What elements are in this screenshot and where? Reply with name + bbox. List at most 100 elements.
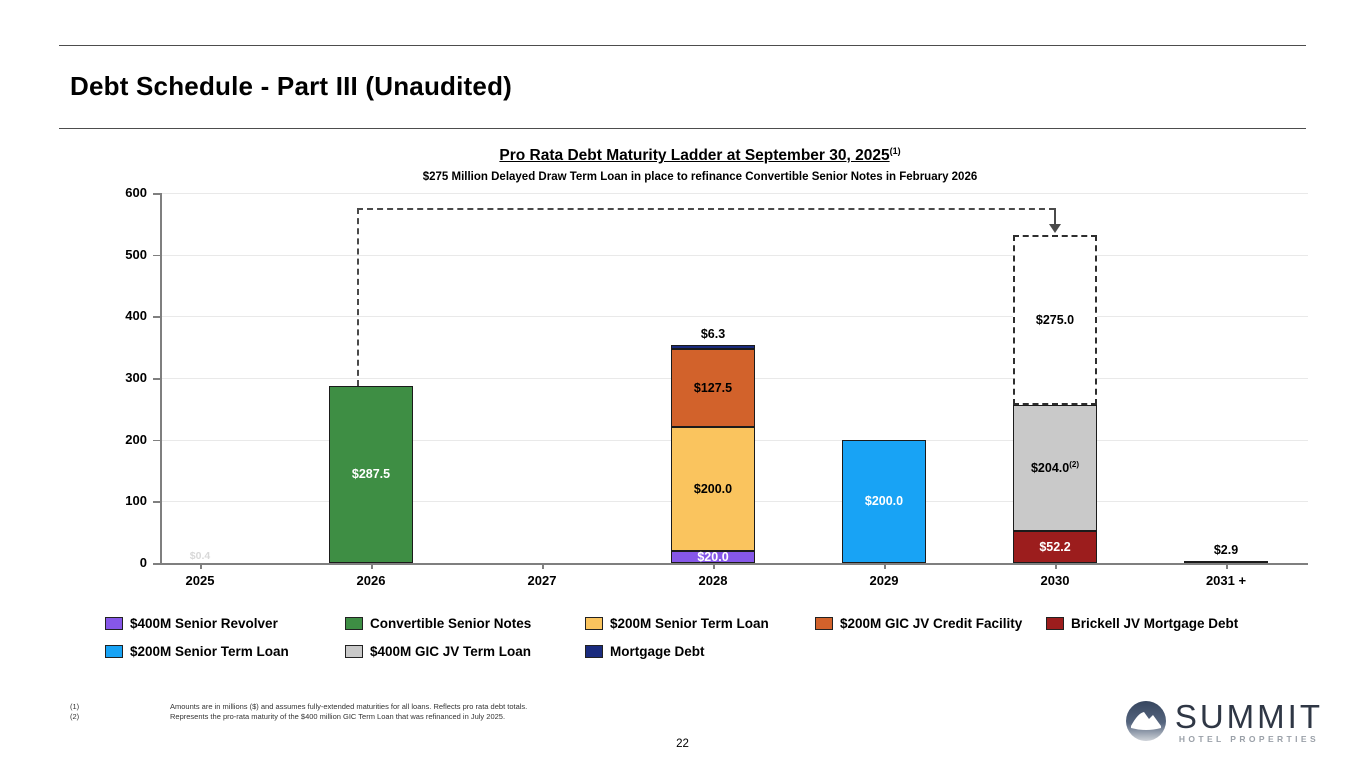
top-divider [59,45,1306,46]
x-axis-label: 2027 [527,573,557,588]
footnote-marker: (2) [70,712,80,721]
logo-name: SUMMIT [1174,698,1323,735]
x-axis-tick [1226,563,1228,569]
connector-arrow-shaft [1054,208,1056,225]
footnote-ref-1: (1) [889,146,901,156]
bar-segment-label: $200.0 [693,481,733,496]
bar-segment [1184,561,1268,564]
footnote-ref-2: (2) [1069,459,1079,469]
legend-item: $200M GIC JV Credit Facility [815,616,1022,631]
y-axis-label: 100 [125,493,147,509]
bar-segment-label: $127.5 [693,381,733,396]
x-axis-tick [1055,563,1057,569]
arrow-down-icon [1049,224,1061,234]
legend-item: $400M Senior Revolver [105,616,278,631]
bar-segment-label: $52.2 [1039,539,1071,554]
legend-swatch [1046,617,1064,630]
legend-swatch [105,645,123,658]
x-axis-label: 2026 [356,573,386,588]
legend-label: Mortgage Debt [610,644,705,659]
legend-swatch [345,645,363,658]
bar-segment-label: $2.9 [1213,543,1239,558]
legend-swatch [815,617,833,630]
legend-swatch [585,617,603,630]
legend-item: Convertible Senior Notes [345,616,531,631]
y-axis-label: 600 [125,185,147,200]
legend-item: $200M Senior Term Loan [585,616,769,631]
y-axis-label: 400 [125,308,147,324]
x-axis-tick [713,563,715,569]
bar-segment [671,344,755,349]
bar-segment-label: $6.3 [700,326,726,341]
bar-segment-label: $287.5 [351,467,391,482]
footnote-text: Represents the pro-rata maturity of the … [170,712,506,721]
bar-segment: $127.5 [671,348,755,428]
legend-swatch [105,617,123,630]
logo-text: SUMMIT HOTEL PROPERTIES [1175,700,1323,744]
legend-item: Brickell JV Mortgage Debt [1046,616,1238,631]
footnote-2: (2) Represents the pro-rata maturity of … [70,712,505,721]
legend-item: $400M GIC JV Term Loan [345,644,531,659]
bar-segment: $287.5 [329,385,413,563]
bar-segment: $204.0 (2) [1013,405,1097,531]
bar-segment: $52.2 [1013,530,1097,563]
x-axis-tick [884,563,886,569]
grid-line [160,254,1308,256]
footnote-text: Amounts are in millions ($) and assumes … [170,702,528,711]
grid-line [160,193,1308,194]
legend-label: $400M GIC JV Term Loan [370,644,532,659]
y-axis-label: 300 [125,370,147,385]
legend-item: $200M Senior Term Loan [105,644,289,659]
x-axis-label: 2029 [869,573,899,588]
y-axis-tick [153,378,160,380]
connector-line-horizontal [357,208,1055,211]
legend-swatch [345,617,363,630]
legend-label: Convertible Senior Notes [370,616,532,631]
x-axis-label: 2031 + [1205,573,1247,588]
x-axis-label: 2028 [698,573,728,588]
y-axis-tick [153,563,160,565]
page-title: Debt Schedule - Part III (Unaudited) [70,71,513,101]
title-divider [59,128,1306,129]
footnote-1: (1) Amounts are in millions ($) and assu… [70,702,527,711]
ghost-bar-label: $0.4 [189,550,211,562]
x-axis-line [160,563,1308,565]
legend-label: $200M Senior Term Loan [130,644,289,659]
bar-segment-label: $20.0 [697,549,729,564]
bar-segment-label: $204.0 [1030,460,1070,475]
bar-segment-label: $200.0 [864,494,904,509]
footnote-marker: (1) [70,702,80,711]
y-axis-label: 500 [125,246,147,262]
y-axis-tick [153,316,160,318]
chart-title-text: Pro Rata Debt Maturity Ladder at Septemb… [499,147,890,165]
y-axis-tick [153,501,160,503]
y-axis-label: 0 [139,555,147,570]
x-axis-label: 2025 [185,573,215,588]
legend-swatch [585,645,603,658]
legend-label: $200M Senior Term Loan [610,616,769,631]
mountain-logo-icon [1125,701,1166,741]
bar-segment: $275.0 [1013,235,1097,405]
x-axis-tick [542,563,544,569]
bar-segment: $200.0 [842,439,926,563]
page-number: 22 [676,738,689,750]
bar-segment-label: $275.0 [1035,313,1075,328]
legend-item: Mortgage Debt [585,644,705,659]
grid-line [160,316,1308,318]
y-axis-tick [153,439,160,442]
y-axis-line [160,193,162,563]
legend-label: $200M GIC JV Credit Facility [840,616,1023,631]
y-axis-tick [153,193,160,195]
y-axis-tick [153,254,160,257]
y-axis-label: 200 [125,431,147,447]
legend-label: Brickell JV Mortgage Debt [1071,616,1239,631]
chart-subtitle: $275 Million Delayed Draw Term Loan in p… [422,171,978,183]
chart-title: Pro Rata Debt Maturity Ladder at Septemb… [30,146,1365,165]
x-axis-tick [371,563,373,569]
x-axis-label: 2030 [1040,573,1070,588]
bar-segment: $200.0 [671,427,755,551]
company-logo: SUMMIT HOTEL PROPERTIES [1125,700,1323,744]
legend-label: $400M Senior Revolver [130,616,278,631]
